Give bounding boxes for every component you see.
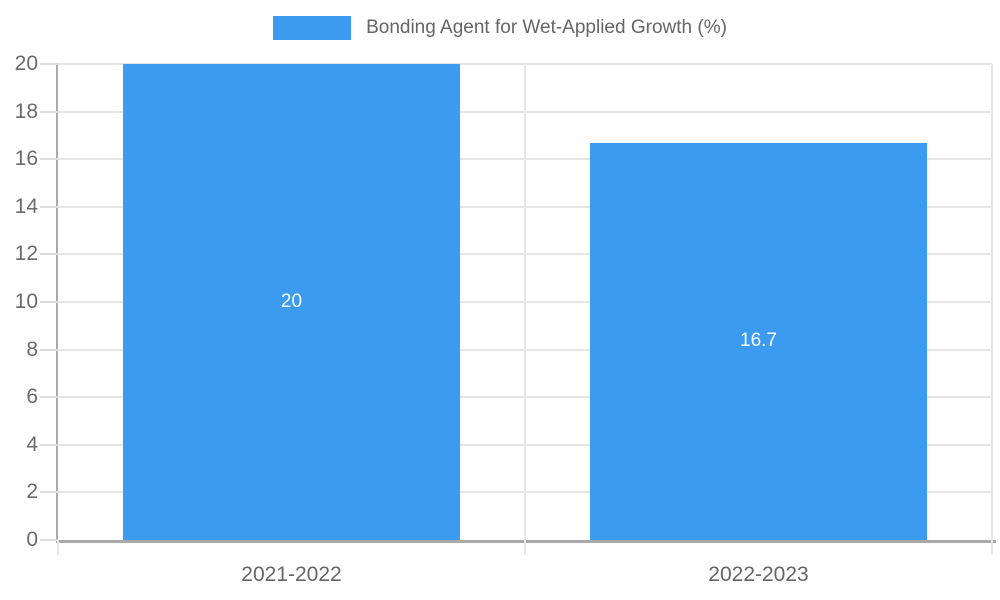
y-axis-tick	[40, 158, 58, 161]
y-tick-label: 20	[14, 52, 38, 75]
y-axis-tick	[40, 63, 58, 65]
bar-value-label: 16.7	[740, 330, 777, 352]
y-axis-tick	[40, 491, 58, 494]
y-axis-tick	[40, 253, 58, 256]
y-axis-tick	[40, 110, 58, 113]
y-tick-label: 6	[26, 385, 38, 409]
bar[interactable]: 16.7	[590, 142, 927, 540]
legend-swatch	[273, 16, 352, 40]
y-tick-label: 14	[14, 194, 38, 218]
y-tick-label: 18	[14, 99, 38, 123]
y-axis-tick	[40, 348, 58, 351]
x-category-label: 2021-2022	[241, 563, 342, 586]
x-category-label: 2022-2023	[708, 563, 809, 586]
x-gridline	[991, 64, 993, 555]
x-axis-tick	[57, 540, 59, 555]
plot-area: 0 2 4 6 8 10 12 14 16 18 20 20 2021-2022 16.7 2022-202…	[15, 52, 996, 586]
x-gridline	[524, 64, 526, 555]
y-tick-label: 8	[26, 337, 38, 361]
y-tick-label: 0	[26, 528, 38, 551]
y-tick-label: 16	[14, 147, 38, 171]
legend-item[interactable]: Bonding Agent for Wet-Applied Growth (%)	[273, 16, 727, 40]
x-axis-line	[56, 540, 996, 543]
y-axis-tick	[40, 205, 58, 208]
legend: Bonding Agent for Wet-Applied Growth (%)	[0, 16, 1000, 40]
y-axis-tick	[40, 443, 58, 446]
y-tick-label: 4	[26, 432, 38, 456]
y-axis-tick	[40, 301, 58, 303]
legend-label: Bonding Agent for Wet-Applied Growth (%)	[366, 17, 727, 38]
bar-value-label: 20	[280, 291, 303, 312]
y-axis-tick	[40, 396, 58, 399]
y-tick-label: 10	[14, 290, 38, 313]
y-tick-label: 2	[26, 480, 38, 504]
y-tick-label: 12	[14, 242, 38, 266]
y-axis-tick	[40, 539, 58, 541]
bar[interactable]: 20	[123, 64, 460, 540]
